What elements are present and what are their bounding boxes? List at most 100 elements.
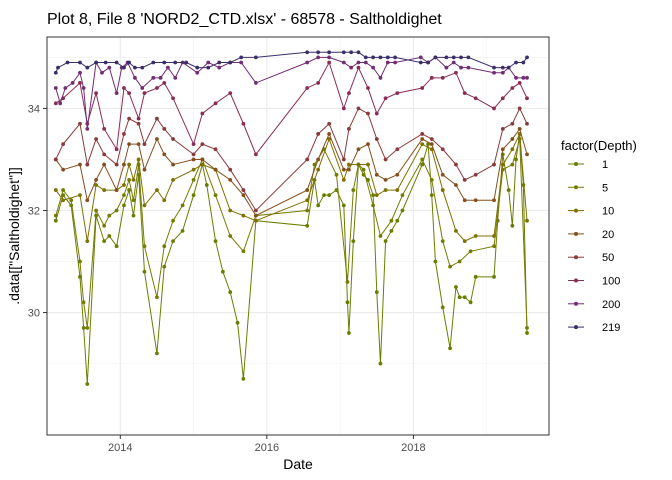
data-point bbox=[347, 126, 351, 131]
data-point bbox=[171, 137, 175, 141]
data-point bbox=[114, 162, 119, 167]
data-point bbox=[341, 167, 346, 172]
data-point bbox=[440, 172, 445, 177]
data-point bbox=[374, 193, 379, 198]
data-point bbox=[103, 60, 108, 65]
data-point bbox=[85, 382, 90, 386]
data-point bbox=[462, 91, 467, 96]
data-point bbox=[94, 208, 99, 213]
data-point bbox=[94, 137, 99, 141]
data-point bbox=[378, 75, 383, 80]
data-point bbox=[374, 290, 379, 295]
data-point bbox=[462, 295, 467, 300]
data-point bbox=[383, 239, 388, 244]
data-point bbox=[395, 172, 400, 177]
data-point bbox=[349, 50, 354, 55]
data-point bbox=[500, 126, 505, 131]
data-point bbox=[514, 157, 518, 162]
data-point bbox=[85, 198, 90, 203]
data-point bbox=[492, 244, 496, 249]
data-point bbox=[514, 60, 518, 65]
data-point bbox=[122, 65, 126, 70]
data-point bbox=[468, 249, 473, 254]
data-point bbox=[253, 218, 258, 223]
y-axis: 30 32 34 bbox=[28, 103, 47, 320]
data-point bbox=[351, 239, 356, 244]
data-point bbox=[155, 137, 159, 141]
data-point bbox=[383, 177, 388, 182]
data-point bbox=[429, 193, 434, 198]
data-point bbox=[420, 157, 425, 162]
data-point bbox=[213, 167, 218, 172]
data-point bbox=[517, 126, 522, 131]
data-point bbox=[114, 91, 119, 96]
data-point bbox=[253, 81, 258, 85]
data-point bbox=[305, 60, 310, 65]
data-point bbox=[94, 91, 99, 96]
data-point bbox=[131, 213, 136, 218]
legend-item: 10 bbox=[568, 206, 614, 218]
data-point bbox=[81, 325, 86, 330]
data-point bbox=[61, 198, 66, 203]
data-point bbox=[510, 86, 515, 90]
data-point bbox=[500, 147, 505, 152]
data-point bbox=[429, 137, 434, 141]
data-point bbox=[127, 91, 131, 96]
data-point bbox=[451, 55, 456, 60]
data-point bbox=[341, 157, 346, 162]
data-point bbox=[253, 55, 258, 60]
data-point bbox=[341, 203, 346, 208]
data-point bbox=[448, 346, 452, 351]
data-point bbox=[374, 111, 379, 116]
data-point bbox=[241, 376, 246, 381]
legend-label: 5 bbox=[602, 182, 608, 194]
data-point bbox=[334, 188, 339, 192]
data-point bbox=[525, 325, 529, 330]
data-point bbox=[213, 239, 218, 244]
data-point bbox=[166, 65, 170, 70]
data-point bbox=[462, 177, 467, 182]
data-point bbox=[312, 162, 317, 167]
data-point bbox=[53, 213, 58, 218]
data-point bbox=[155, 116, 159, 121]
data-point bbox=[102, 162, 107, 167]
data-point bbox=[127, 162, 131, 167]
data-point bbox=[85, 65, 90, 70]
data-point bbox=[94, 60, 99, 65]
data-point bbox=[500, 96, 505, 101]
data-point bbox=[100, 70, 104, 75]
data-point bbox=[517, 81, 522, 85]
data-point bbox=[473, 198, 478, 203]
data-point bbox=[114, 208, 119, 213]
data-point bbox=[155, 295, 159, 300]
data-point bbox=[429, 147, 434, 152]
data-point bbox=[53, 101, 58, 106]
data-point bbox=[200, 157, 205, 162]
data-point bbox=[345, 280, 350, 284]
data-point bbox=[462, 239, 467, 244]
legend-item: 200 bbox=[568, 299, 620, 311]
data-point bbox=[107, 65, 112, 70]
legend-key-point bbox=[574, 162, 578, 166]
data-point bbox=[228, 290, 233, 295]
data-point bbox=[327, 55, 332, 60]
data-point bbox=[440, 239, 445, 244]
data-point bbox=[136, 142, 141, 147]
data-point bbox=[327, 137, 332, 141]
data-point bbox=[356, 60, 361, 65]
data-point bbox=[466, 65, 471, 70]
data-point bbox=[327, 121, 332, 126]
x-axis: 2014 2016 2018 bbox=[108, 435, 426, 454]
data-point bbox=[53, 157, 58, 162]
series-layer bbox=[53, 50, 529, 386]
data-point bbox=[127, 177, 131, 182]
data-point bbox=[102, 126, 107, 131]
data-point bbox=[510, 162, 515, 167]
data-point bbox=[191, 167, 196, 172]
data-point bbox=[253, 213, 258, 218]
data-point bbox=[220, 269, 225, 274]
legend-item: 1 bbox=[568, 159, 608, 171]
data-point bbox=[78, 259, 82, 264]
data-point bbox=[94, 177, 99, 182]
